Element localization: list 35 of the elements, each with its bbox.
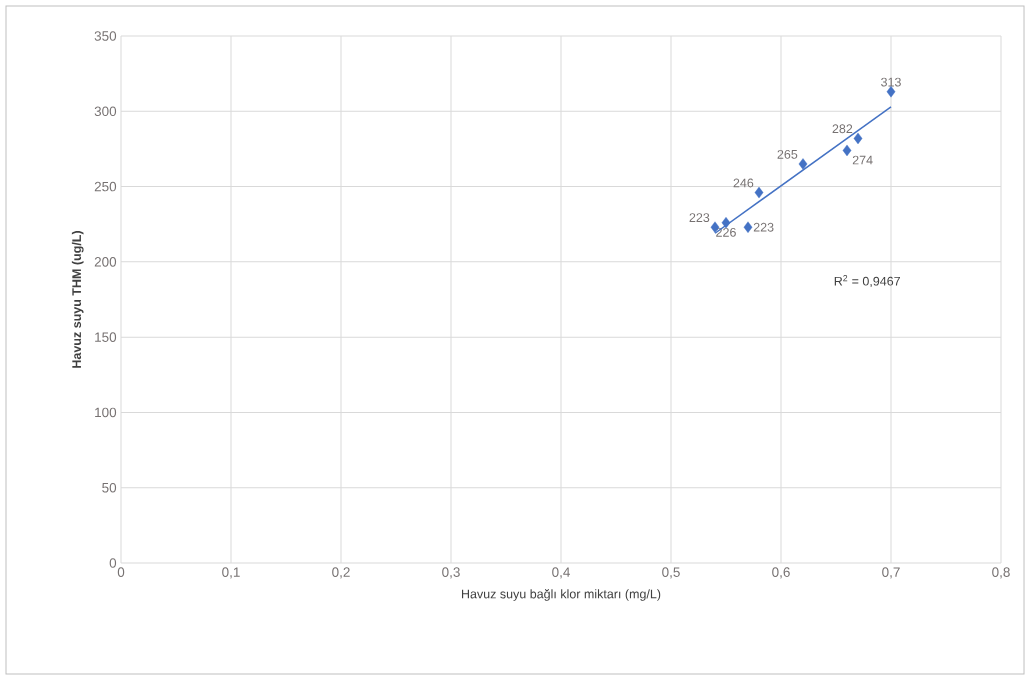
x-tick-label: 0,2 [332,567,350,579]
point [798,158,808,170]
y-tick-label: 150 [95,332,117,342]
data-label: 223 [753,222,774,232]
x-tick-label: 0,4 [552,567,570,579]
y-tick-label: 350 [94,31,117,41]
point [886,86,896,98]
data-label: 274 [852,155,873,165]
data-label: 265 [777,149,798,159]
x-tick-label: 0,8 [992,567,1010,579]
data-label: 223 [689,213,710,223]
point [754,186,764,199]
y-tick-label: 250 [94,181,117,192]
data-label: 313 [881,77,901,87]
y-tick-label: 200 [94,257,117,267]
y-tick-label: 100 [95,407,117,418]
x-tick-label: 0 [117,567,125,577]
point [721,217,731,229]
annotation: R$^{2}$ = 0,9467 [834,275,900,288]
x-tick-label: 0,5 [662,567,680,579]
data-label: 226 [716,227,736,237]
data-label: 246 [733,178,754,188]
point [842,144,852,157]
y-tick-label: 300 [94,106,117,117]
y-tick-label: 50 [102,482,117,493]
data-label: 282 [832,124,853,134]
x-axis-title: Havuz suyu bağlı klor miktarı (mg/L) [461,589,661,601]
y-tick-label: 0 [109,558,117,568]
x-tick-label: 0,3 [442,567,460,579]
x-tick-label: 0,6 [772,567,790,579]
point [853,132,863,145]
y-axis-title: Havuz suyu THM (ug/L) [71,231,84,368]
point [743,221,753,233]
x-tick-label: 0,7 [882,567,900,579]
x-tick-label: 0,1 [222,567,240,579]
